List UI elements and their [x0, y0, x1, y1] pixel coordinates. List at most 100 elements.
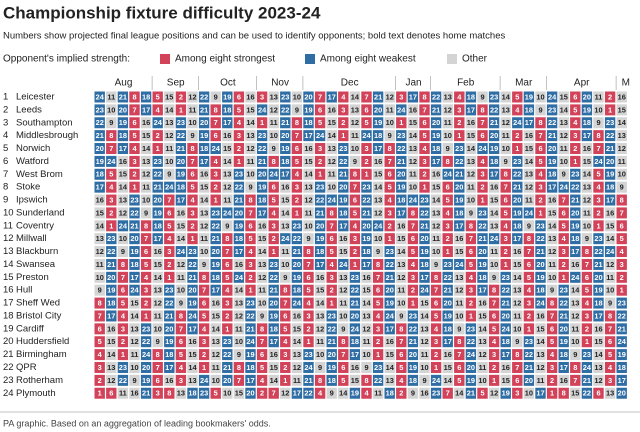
fixture-cell	[140, 194, 152, 206]
fixture-cell	[570, 130, 581, 142]
fixture-label: 15	[316, 286, 324, 295]
fixture-cell	[245, 310, 256, 322]
fixture-label: 22	[478, 221, 486, 230]
fixture-cell	[384, 155, 395, 167]
fixture-label: 18	[258, 195, 266, 204]
fixture-label: 8	[306, 247, 310, 256]
fixture-label: 12	[432, 221, 440, 230]
fixture-label: 16	[432, 170, 440, 179]
fixture-cell	[396, 155, 407, 167]
fixture-cell	[117, 349, 129, 361]
fixture-label: 7	[272, 389, 276, 398]
fixture-cell	[291, 233, 303, 245]
fixture-label: 9	[353, 157, 357, 166]
fixture-label: 16	[119, 157, 127, 166]
fixture-label: 14	[409, 131, 418, 140]
fixture-label: 6	[237, 92, 241, 101]
fixture-label: 10	[560, 157, 568, 166]
fixture-cell	[430, 168, 442, 180]
fixture-label: 11	[131, 350, 139, 359]
fixture-cell	[454, 284, 465, 296]
fixture-cell	[616, 207, 627, 219]
fixture-cell	[465, 310, 477, 322]
fixture-label: 18	[339, 208, 347, 217]
fixture-label: 21	[316, 208, 324, 217]
fixture-label: 8	[202, 273, 206, 282]
team-position: 17	[3, 298, 14, 309]
fixture-label: 10	[490, 260, 498, 269]
fixture-cell	[256, 361, 268, 373]
fixture-label: 2	[260, 389, 264, 398]
fixture-label: 24	[188, 311, 197, 320]
fixture-label: 17	[536, 389, 544, 398]
fixture-label: 24	[177, 247, 186, 256]
fixture-cell	[326, 104, 337, 116]
fixture-cell	[210, 374, 221, 386]
fixture-cell	[581, 117, 593, 129]
fixture-label: 18	[142, 92, 150, 101]
fixture-label: 9	[608, 299, 612, 308]
fixture-cell	[140, 374, 152, 386]
fixture-label: 2	[237, 144, 241, 153]
fixture-cell	[140, 387, 152, 399]
fixture-cell	[129, 336, 140, 348]
fixture-label: 16	[177, 208, 185, 217]
fixture-cell	[430, 336, 442, 348]
fixture-label: 17	[606, 195, 614, 204]
fixture-label: 22	[606, 131, 614, 140]
fixture-label: 19	[490, 144, 498, 153]
fixture-cell	[604, 91, 616, 103]
fixture-cell	[198, 104, 210, 116]
fixture-label: 5	[434, 311, 438, 320]
fixture-label: 20	[188, 286, 196, 295]
fixture-cell	[338, 310, 349, 322]
fixture-label: 16	[536, 311, 544, 320]
fixture-label: 18	[618, 363, 626, 372]
fixture-cell	[94, 361, 105, 373]
fixture-label: 7	[330, 221, 334, 230]
fixture-cell	[117, 258, 129, 270]
fixture-cell	[442, 117, 453, 129]
fixture-cell	[106, 258, 117, 270]
fixture-cell	[500, 297, 511, 309]
fixture-cell	[338, 271, 349, 283]
fixture-cell	[268, 207, 279, 219]
fixture-label: 15	[409, 118, 417, 127]
fixture-label: 9	[515, 337, 519, 346]
fixture-label: 13	[293, 350, 301, 359]
fixture-label: 1	[353, 260, 357, 269]
fixture-cell	[326, 207, 337, 219]
fixture-cell	[326, 194, 337, 206]
fixture-cell	[175, 271, 187, 283]
fixture-cell	[616, 91, 627, 103]
fixture-label: 20	[502, 311, 510, 320]
fixture-cell	[280, 130, 291, 142]
fixture-cell	[280, 336, 291, 348]
fixture-cell	[616, 258, 627, 270]
fixture-cell	[523, 181, 535, 193]
fixture-cell	[198, 246, 210, 258]
fixture-cell	[187, 91, 198, 103]
fixture-cell	[581, 297, 593, 309]
fixture-cell	[303, 233, 314, 245]
fixture-label: 16	[200, 170, 208, 179]
fixture-label: 9	[283, 273, 287, 282]
fixture-label: 4	[260, 376, 265, 385]
fixture-label: 13	[119, 195, 127, 204]
fixture-cell	[500, 143, 511, 155]
fixture-label: 20	[490, 131, 498, 140]
team-position: 5	[3, 143, 8, 154]
fixture-cell	[372, 207, 384, 219]
fixture-cell	[604, 284, 616, 296]
fixture-cell	[535, 361, 546, 373]
fixture-label: 5	[330, 247, 334, 256]
fixture-cell	[106, 349, 117, 361]
fixture-label: 15	[513, 260, 521, 269]
fixture-label: 17	[478, 286, 486, 295]
fixture-cell	[500, 258, 511, 270]
fixture-cell	[117, 233, 129, 245]
fixture-label: 9	[399, 311, 403, 320]
fixture-cell	[349, 361, 361, 373]
fixture-label: 23	[444, 260, 452, 269]
fixture-cell	[303, 349, 314, 361]
